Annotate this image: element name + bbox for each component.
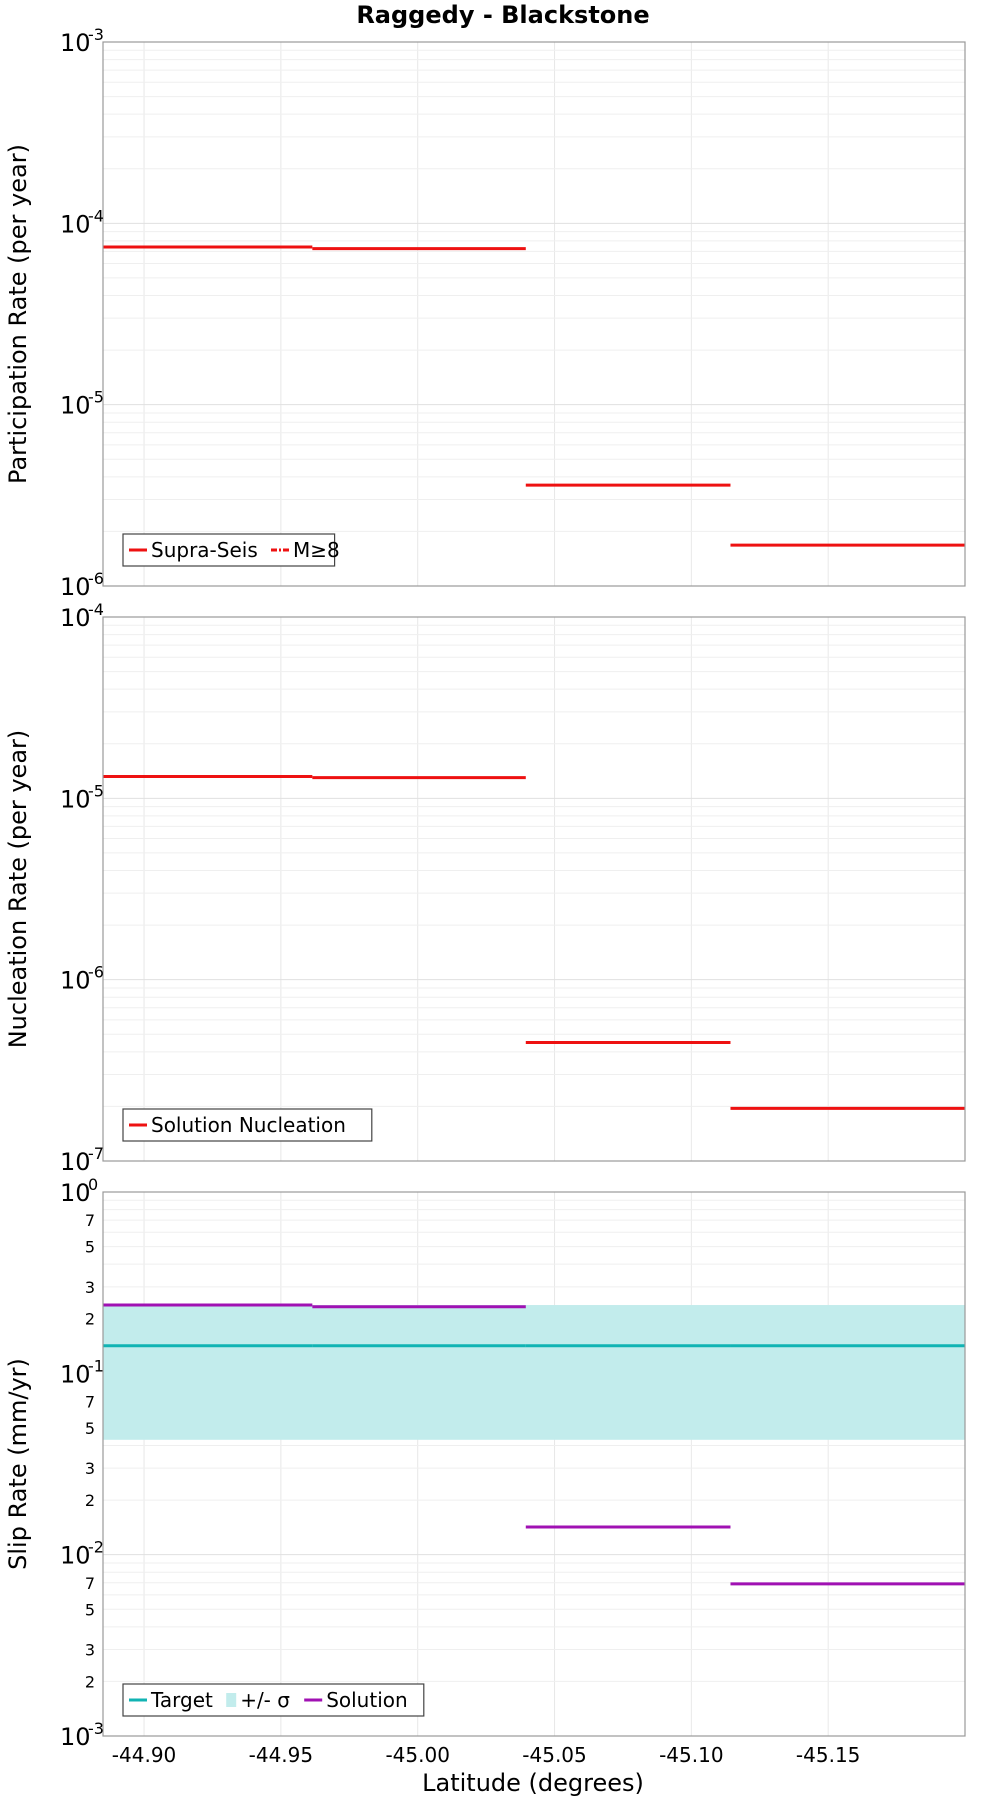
legend-entry: Target <box>129 1688 213 1712</box>
legend-box <box>122 1108 373 1142</box>
y-tick-label: 10-2 <box>60 1538 104 1570</box>
y-tick-base: 10 <box>60 29 91 57</box>
plot-frame <box>102 1191 966 1737</box>
y-minor-tick-label: 3 <box>85 1459 95 1478</box>
y-tick-label: 10-1 <box>60 1356 104 1388</box>
y-tick-base: 10 <box>60 1179 91 1207</box>
x-tick-label: -44.90 <box>112 1743 176 1767</box>
y-minor-tick-label: 3 <box>85 1278 95 1297</box>
x-tick-label: -45.05 <box>522 1743 586 1767</box>
y-tick-label: 10-5 <box>60 781 104 813</box>
legend-swatch <box>226 1693 237 1707</box>
y-tick-base: 10 <box>60 1542 91 1570</box>
y-tick-exponent: -1 <box>88 1356 104 1375</box>
x-tick-label: -45.10 <box>659 1743 723 1767</box>
y-tick-base: 10 <box>60 1148 91 1176</box>
grid <box>103 1192 965 1736</box>
x-tick-label: -44.95 <box>249 1743 313 1767</box>
y-minor-tick-label: 7 <box>85 1392 95 1411</box>
y-tick-label: 10-6 <box>60 963 104 995</box>
series-solution <box>103 1303 965 1586</box>
legend-box <box>122 533 336 567</box>
y-minor-tick-label: 5 <box>85 1238 95 1257</box>
legend-label: +/- σ <box>240 1688 290 1712</box>
y-tick-base: 10 <box>60 1723 91 1751</box>
plot-frame <box>102 616 966 1162</box>
y-tick-base: 10 <box>60 967 91 995</box>
y-tick-exponent: -4 <box>88 600 104 619</box>
y-tick-label: 10-4 <box>60 600 104 632</box>
legend-entry: +/- σ <box>226 1688 290 1712</box>
y-tick-base: 10 <box>60 604 91 632</box>
y-tick-label: 10-7 <box>60 1144 104 1176</box>
x-tick-label: -45.15 <box>796 1743 860 1767</box>
y-tick-base: 10 <box>60 210 91 238</box>
legend-entry: Solution Nucleation <box>129 1113 346 1137</box>
y-tick-base: 10 <box>60 785 91 813</box>
legend-label: Solution <box>326 1688 407 1712</box>
grid <box>103 617 965 1161</box>
legend-label: Target <box>150 1688 213 1712</box>
y-minor-tick-label: 3 <box>85 1640 95 1659</box>
y-tick-base: 10 <box>60 392 91 420</box>
series-supra-seis <box>103 245 965 547</box>
series-solution-nucleation <box>103 774 965 1110</box>
y-axis-label: Nucleation Rate (per year) <box>4 730 32 1049</box>
y-minor-tick-label: 5 <box>85 1600 95 1619</box>
y-tick-exponent: -2 <box>88 1538 104 1557</box>
y-minor-tick-label: 2 <box>85 1310 95 1329</box>
y-minor-tick-label: 7 <box>85 1211 95 1230</box>
chart-title: Raggedy - Blackstone <box>356 1 649 29</box>
legend-entry: M≥8 <box>271 538 340 562</box>
y-minor-tick-label: 5 <box>85 1419 95 1438</box>
y-tick-exponent: 0 <box>88 1175 98 1194</box>
legend-label: Solution Nucleation <box>151 1113 346 1137</box>
legend: Target +/- σ Solution <box>122 1683 425 1717</box>
legend-box <box>122 1683 425 1717</box>
x-tick-labels: -44.90 -44.95 -45.00 -45.05 -45.10 -45.15 <box>112 1743 861 1767</box>
legend-label: Supra-Seis <box>151 538 258 562</box>
grid <box>103 42 965 586</box>
y-tick-base: 10 <box>60 573 91 601</box>
legend: Supra-Seis M≥8 <box>122 533 340 567</box>
y-tick-exponent: -5 <box>88 781 104 800</box>
y-axis-label: Slip Rate (mm/yr) <box>4 1358 32 1570</box>
legend-label: M≥8 <box>293 538 340 562</box>
legend: Solution Nucleation <box>122 1108 373 1142</box>
legend-entry: Supra-Seis <box>129 538 258 562</box>
sigma-band <box>103 1305 965 1440</box>
y-axis-label: Participation Rate (per year) <box>4 144 32 484</box>
y-minor-tick-label: 2 <box>85 1672 95 1691</box>
y-minor-tick-label: 7 <box>85 1574 95 1593</box>
y-tick-label: 10-3 <box>60 1719 104 1751</box>
x-tick-label: -45.00 <box>385 1743 449 1767</box>
y-tick-label: 100 <box>60 1175 98 1207</box>
y-tick-exponent: -3 <box>88 25 104 44</box>
x-axis-label: Latitude (degrees) <box>422 1769 644 1797</box>
legend-entry: Solution <box>304 1688 408 1712</box>
y-tick-exponent: -7 <box>88 1144 104 1163</box>
y-tick-label: 10-5 <box>60 388 104 420</box>
plot-frame <box>102 41 966 587</box>
y-tick-exponent: -4 <box>88 206 104 225</box>
y-minor-tick-label: 2 <box>85 1491 95 1510</box>
y-tick-exponent: -3 <box>88 1719 104 1738</box>
y-tick-exponent: -6 <box>88 963 104 982</box>
y-tick-exponent: -5 <box>88 388 104 407</box>
y-tick-label: 10-6 <box>60 569 104 601</box>
y-tick-exponent: -6 <box>88 569 104 588</box>
y-tick-base: 10 <box>60 1360 91 1388</box>
y-tick-label: 10-3 <box>60 25 104 57</box>
y-tick-label: 10-4 <box>60 206 104 238</box>
